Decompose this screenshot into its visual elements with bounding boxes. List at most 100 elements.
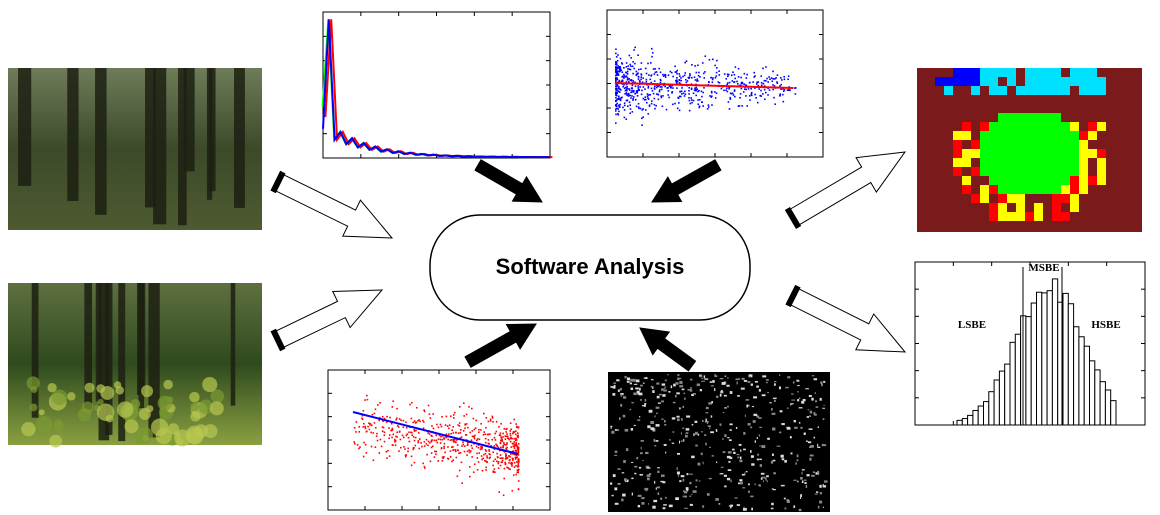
- scatter-dot: [458, 469, 461, 472]
- scatter-dot: [365, 452, 368, 454]
- scatter-dot: [430, 452, 433, 454]
- scatter-dot: [635, 91, 638, 94]
- scatter-dot: [739, 84, 742, 87]
- scatter-dot: [517, 449, 519, 451]
- scatter-dot: [745, 88, 747, 91]
- edge-pixel: [614, 502, 619, 505]
- scatter-dot: [750, 87, 752, 90]
- scatter-dot: [502, 446, 504, 448]
- scatter-dot: [517, 450, 520, 452]
- edge-pixel: [796, 459, 799, 462]
- scatter-dot: [517, 432, 519, 434]
- edge-pixel: [639, 387, 641, 391]
- scatter-dot: [615, 74, 617, 77]
- hist-bar: [998, 370, 1006, 426]
- scatter-dot: [509, 468, 511, 471]
- scatter-dot: [413, 430, 416, 432]
- edge-pixel: [792, 381, 795, 384]
- edge-pixel: [780, 454, 784, 458]
- edge-pixel: [652, 505, 656, 509]
- scatter-dot: [468, 451, 471, 454]
- scatter-dot: [667, 94, 669, 96]
- edge-pixel: [766, 475, 769, 478]
- edge-pixel: [619, 388, 623, 391]
- scatter-dot: [488, 450, 491, 452]
- seg-cell: [1079, 77, 1088, 86]
- scatter-dot: [468, 449, 470, 452]
- scatter-dot: [741, 82, 744, 85]
- scatter-dot: [768, 89, 771, 91]
- scatter-dot: [676, 69, 678, 72]
- scatter-dot: [688, 77, 690, 79]
- hist-bar: [1030, 302, 1037, 426]
- edge-pixel: [694, 420, 698, 423]
- scatter-dot: [490, 445, 492, 447]
- edge-pixel: [646, 474, 651, 477]
- seg-cell: [1025, 176, 1034, 185]
- foliage: [203, 424, 218, 439]
- scatter-dot: [628, 101, 631, 104]
- edge-pixel: [801, 469, 805, 471]
- scatter-dot: [517, 443, 520, 445]
- edge-pixel: [734, 497, 738, 499]
- scatter-dot: [664, 85, 666, 88]
- edge-pixel: [804, 482, 807, 484]
- edge-pixel: [817, 505, 820, 509]
- edge-pixel: [757, 453, 759, 456]
- scatter-dot: [478, 438, 481, 441]
- scatter-dot: [404, 448, 406, 450]
- scatter-dot: [379, 438, 382, 441]
- edge-pixel: [625, 448, 629, 452]
- scatter-dot: [631, 84, 634, 87]
- scatter-dot: [631, 65, 634, 68]
- scatter-dot: [630, 79, 633, 81]
- scatter-dot: [391, 406, 394, 408]
- seg-cell: [944, 86, 953, 95]
- scatter-dot: [626, 77, 629, 79]
- edge-pixel: [681, 388, 685, 391]
- scatter-dot: [625, 72, 628, 74]
- scatter-dot: [776, 81, 778, 83]
- edge-pixel: [774, 381, 777, 383]
- foliage: [167, 423, 180, 435]
- scatter-dot: [760, 95, 763, 97]
- arrow-body: [273, 289, 384, 349]
- scatter-dot: [497, 462, 500, 465]
- scatter-dot: [627, 92, 630, 95]
- edge-pixel: [695, 486, 698, 488]
- seg-cell: [953, 167, 962, 176]
- scatter-dot: [475, 445, 478, 448]
- edge-pixel: [729, 423, 733, 426]
- edge-pixel: [655, 440, 659, 442]
- scatter-dot: [459, 429, 462, 431]
- edge-pixel: [693, 433, 695, 437]
- scatter-dot: [503, 442, 505, 444]
- scatter-dot: [634, 98, 637, 101]
- scatter-dot: [493, 448, 496, 450]
- edge-pixel: [797, 385, 800, 387]
- scatter-dot: [726, 75, 729, 78]
- scatter-dot: [650, 102, 653, 105]
- seg-cell: [1034, 203, 1043, 212]
- seg-cell: [989, 158, 998, 167]
- edge-pixel: [689, 378, 693, 381]
- scatter-dot: [395, 435, 397, 438]
- scatter-dot: [366, 398, 369, 401]
- seg-cell: [1079, 140, 1088, 149]
- scatter-dot: [383, 431, 386, 434]
- edge-pixel: [689, 495, 692, 497]
- seg-cell: [1052, 77, 1061, 86]
- scatter-dot: [397, 426, 400, 428]
- edge-pixel: [661, 383, 666, 386]
- scatter-dot: [492, 464, 494, 467]
- scatter-dot: [771, 80, 774, 83]
- scatter-dot: [504, 435, 507, 437]
- scatter-dot: [675, 79, 677, 82]
- scatter-dot: [625, 62, 628, 64]
- scatter-dot: [434, 450, 436, 453]
- scatter-dot: [658, 84, 661, 87]
- scatter-dot: [422, 419, 424, 422]
- edge-pixel: [736, 381, 738, 385]
- scatter-dot: [471, 456, 473, 458]
- tree-trunk: [98, 283, 110, 441]
